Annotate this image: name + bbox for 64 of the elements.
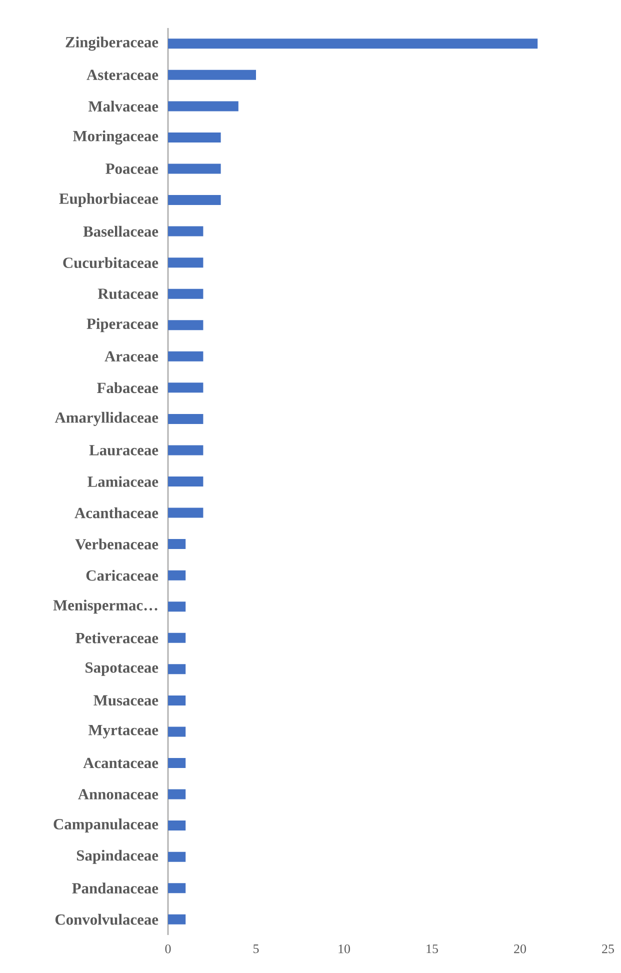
y-tick-label: Poaceae: [106, 164, 158, 174]
y-tick-label: Malvaceae: [88, 100, 158, 112]
y-tick-label: Basellaceae: [83, 226, 158, 237]
bar: [168, 726, 186, 737]
y-tick-label: Myrtaceae: [88, 724, 158, 738]
bar: [168, 351, 204, 362]
y-tick-label: Moringaceae: [73, 130, 158, 145]
y-tick-label: Musaceae: [94, 695, 158, 706]
y-tick-label: Sapindaceae: [76, 850, 158, 864]
bar: [168, 38, 538, 49]
bar: [168, 602, 186, 612]
bar: [168, 476, 204, 487]
bar: [168, 664, 186, 674]
bar: [168, 508, 204, 518]
x-tick-label: 5: [254, 944, 259, 954]
bar: [168, 632, 186, 643]
bar: [168, 820, 186, 831]
y-tick-label: Acanthaceae: [74, 507, 158, 518]
y-tick-label: Amaryllidaceae: [54, 412, 158, 426]
bar: [168, 852, 186, 862]
x-tick-label: 15: [426, 944, 438, 954]
bar: [168, 132, 221, 142]
y-tick-label: Convolvulaceae: [55, 914, 158, 925]
bar: [168, 195, 221, 206]
y-tick-label: Annonaceae: [78, 789, 158, 800]
y-tick-label: Araceae: [104, 351, 158, 362]
bar: [168, 695, 186, 706]
bar: [168, 539, 186, 550]
x-tick-label: 25: [602, 944, 614, 954]
y-tick-label: Euphorbiaceae: [59, 193, 158, 208]
y-tick-label: Lauraceae: [89, 445, 158, 456]
y-tick-label: Pandanaceae: [72, 882, 158, 894]
y-tick-label: Sapotaceae: [86, 662, 158, 676]
bar: [168, 382, 204, 393]
bar: [168, 70, 256, 80]
y-tick-label: Menispermac…: [53, 600, 158, 614]
y-tick-label: Cucurbitaceae: [63, 257, 158, 268]
bar: [168, 789, 186, 800]
bar: [168, 758, 186, 768]
bar: [168, 101, 238, 112]
x-tick-label: 10: [338, 944, 350, 954]
bar: [168, 570, 186, 580]
y-tick-label: Caricaceae: [86, 570, 158, 581]
y-tick-label: Acantaceae: [83, 758, 158, 768]
y-tick-label: Rutaceae: [98, 288, 158, 299]
bar: [168, 914, 186, 924]
bar: [168, 414, 204, 424]
y-tick-label: Zingiberaceae: [66, 36, 158, 51]
y-tick-label: Verbenaceae: [75, 538, 158, 550]
bar: [168, 226, 204, 236]
bar: [168, 258, 204, 268]
bar: [168, 164, 221, 174]
y-tick-label: Campanulaceae: [54, 818, 158, 833]
bar: [168, 445, 204, 456]
y-tick-label: Piperaceae: [86, 318, 158, 332]
y-tick-label: Asteraceae: [86, 70, 158, 80]
y-tick-label: Petiveraceae: [76, 632, 158, 644]
x-tick-label: 20: [514, 944, 526, 954]
bar: [168, 320, 204, 330]
bar: [168, 883, 186, 894]
y-tick-label: Fabaceae: [97, 382, 158, 394]
x-tick-label: 0: [165, 944, 171, 954]
y-tick-label: Lamiaceae: [88, 476, 158, 487]
bar: [168, 288, 204, 299]
